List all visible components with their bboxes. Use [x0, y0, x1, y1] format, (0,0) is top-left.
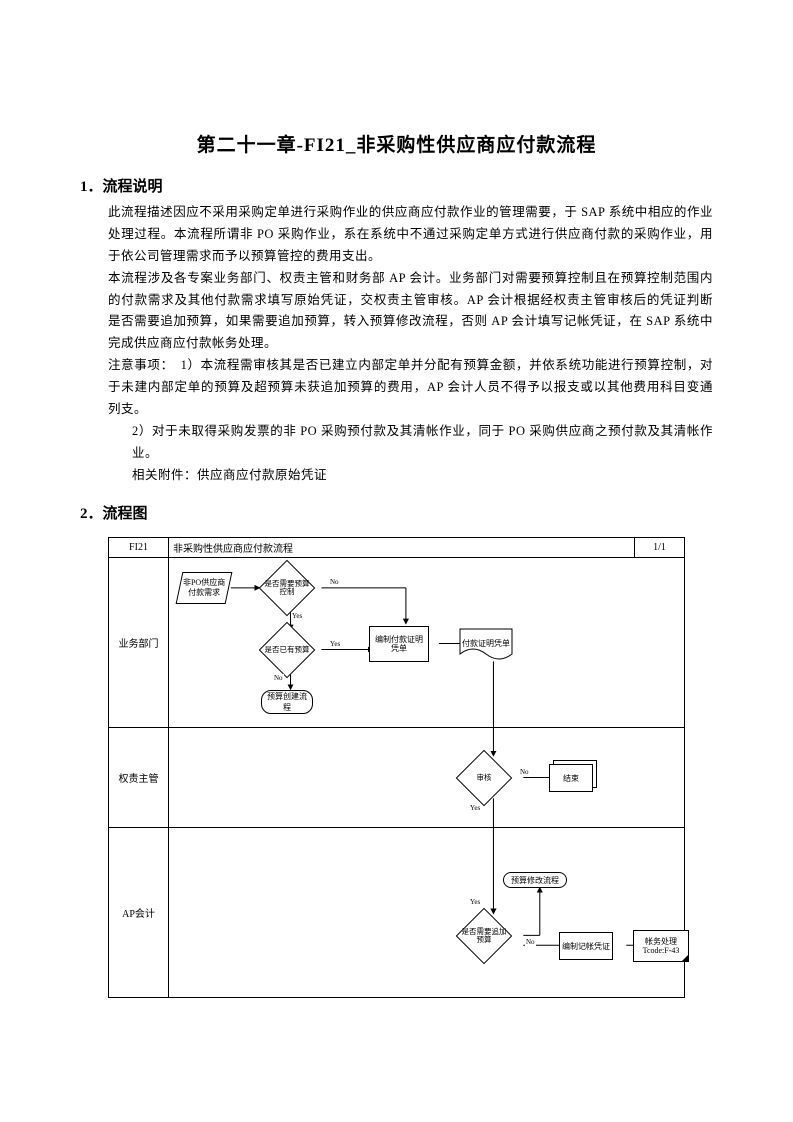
section1-p4: 2）对于未取得采购发票的非 PO 采购预付款及其清帐作业，同于 PO 采购供应商…	[132, 421, 713, 465]
node-end: 结束	[549, 764, 593, 792]
lane-label-2: 权责主管	[109, 728, 169, 828]
node-need-add-budget: 是否需要追加预算	[455, 915, 513, 957]
node-has-budget: 是否已有预算	[258, 629, 316, 671]
section1-heading: 1．流程说明	[80, 175, 713, 196]
edge-yes-4: Yes	[469, 898, 481, 906]
edge-no-1: No	[329, 578, 340, 586]
page-title: 第二十一章-FI21_非采购性供应商应付款流程	[80, 130, 713, 157]
edge-no-3: No	[519, 768, 530, 776]
flowchart: FI21 非采购性供应商应付款流程 1/1 业务部门	[108, 537, 685, 998]
section1-p3: 注意事项： 1）本流程需审核其是否已建立内部定单并分配有预算金额，并依系统功能进…	[108, 355, 713, 421]
section1-p1: 此流程描述因应不采用采购定单进行采购作业的供应商应付款作业的管理需要，于 SAP…	[108, 202, 713, 268]
node-audit: 审核	[455, 757, 513, 799]
section1-p2: 本流程涉及各专案业务部门、权责主管和财务部 AP 会计。业务部门对需要预算控制且…	[108, 268, 713, 356]
node-need-budget-control: 是否需要预算控制	[258, 567, 316, 609]
edge-yes-3: Yes	[469, 804, 481, 812]
node-fill-voucher: 编制付款证明凭单	[369, 626, 429, 662]
node-create-budget: 预算创建流程	[261, 690, 313, 714]
edge-no-2: No	[273, 674, 284, 682]
lane-label-3: AP会计	[109, 828, 169, 998]
edge-yes-2: Yes	[329, 640, 341, 648]
node-modify-budget: 预算修改流程	[503, 872, 567, 888]
node-voucher-doc: 付款证明凭单	[459, 628, 513, 662]
section1-p5: 相关附件：供应商应付款原始凭证	[132, 465, 713, 487]
node-start: 非PO供应商付款需求	[176, 572, 233, 604]
edge-no-4: No	[525, 938, 536, 946]
lane-label-1: 业务部门	[109, 558, 169, 728]
node-posting: 帐务处理 Tcode:F-43	[633, 930, 689, 962]
flowchart-page: 1/1	[635, 538, 685, 558]
section2-heading: 2．流程图	[80, 502, 713, 523]
flowchart-title: 非采购性供应商应付款流程	[169, 538, 635, 558]
flowchart-code: FI21	[109, 538, 169, 558]
edge-yes-1: Yes	[291, 612, 303, 620]
node-fill-entry: 编制记帐凭证	[559, 932, 613, 960]
